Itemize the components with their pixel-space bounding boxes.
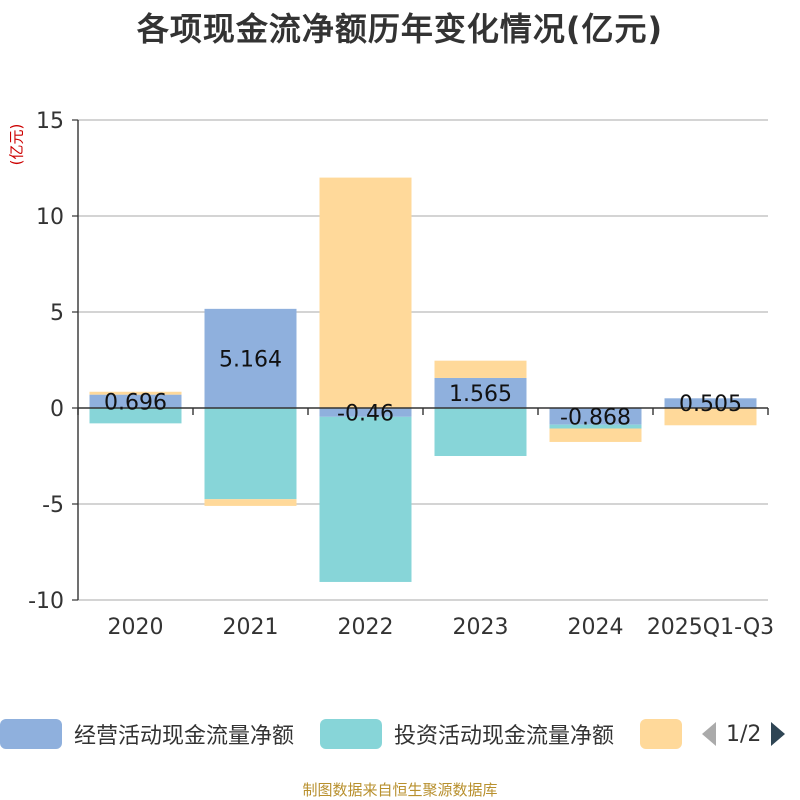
bar-investing bbox=[434, 408, 527, 456]
bar-operating bbox=[89, 394, 182, 408]
bar-investing bbox=[319, 416, 412, 582]
bar-operating bbox=[204, 308, 297, 408]
x-tick-label: 2023 bbox=[453, 615, 509, 640]
legend-label-operating: 经营活动现金流量净额 bbox=[74, 724, 295, 749]
label-layer: 0.696 5.164 -0.46 1.565 -0.868 0.505 bbox=[104, 347, 742, 430]
bar-operating bbox=[319, 408, 412, 417]
y-tick-label: -5 bbox=[42, 493, 64, 518]
x-tick-label: 2021 bbox=[223, 615, 279, 640]
y-tick-label: 0 bbox=[50, 397, 64, 422]
chart-title: 各项现金流净额历年变化情况(亿元) bbox=[136, 10, 664, 48]
y-tick-label: 10 bbox=[36, 205, 64, 230]
bar-investing bbox=[549, 424, 642, 429]
bar-financing bbox=[664, 408, 757, 426]
bar-financing bbox=[549, 428, 642, 442]
x-tick-label: 2020 bbox=[108, 615, 164, 640]
legend-page-indicator: 1/2 bbox=[726, 721, 762, 747]
y-tick-label: 5 bbox=[50, 301, 64, 326]
legend-swatch-investing bbox=[320, 719, 382, 749]
chart-plot: 15 10 5 0 -5 -10 2020 2021 2022 2023 2024 2025Q1-Q3… bbox=[28, 109, 774, 640]
bar-investing bbox=[89, 408, 182, 424]
data-label: 1.565 bbox=[449, 382, 512, 407]
source-note: 制图数据来自恒生聚源数据库 bbox=[302, 781, 498, 799]
bar-financing bbox=[204, 499, 297, 506]
legend-swatch-financing bbox=[640, 719, 682, 749]
legend-label-investing: 投资活动现金流量净额 bbox=[394, 724, 615, 749]
axis-layer: 15 10 5 0 -5 -10 2020 2021 2022 2023 2024 2025Q1-Q3 bbox=[28, 109, 774, 640]
bar-operating bbox=[664, 398, 757, 408]
grid-layer bbox=[78, 119, 768, 601]
data-label: 0.505 bbox=[679, 392, 742, 417]
x-tick-label: 2025Q1-Q3 bbox=[647, 615, 774, 640]
legend-item-investing[interactable]: 投资活动现金流量净额 bbox=[320, 716, 614, 752]
bar-operating bbox=[549, 408, 642, 425]
legend-item-operating[interactable]: 经营活动现金流量净额 bbox=[0, 716, 294, 752]
data-label: -0.868 bbox=[560, 405, 631, 430]
x-tick-label: 2022 bbox=[338, 615, 394, 640]
bar-investing bbox=[204, 408, 297, 500]
prev-page-icon[interactable] bbox=[698, 719, 720, 749]
data-label: 5.164 bbox=[219, 347, 282, 372]
bar-financing bbox=[89, 391, 182, 395]
y-tick-label: -10 bbox=[28, 589, 64, 614]
legend-pager: 1/2 bbox=[698, 716, 789, 752]
y-tick-label: 15 bbox=[36, 109, 64, 134]
bar-layer bbox=[89, 177, 757, 582]
bar-financing bbox=[434, 360, 527, 378]
next-page-icon[interactable] bbox=[767, 719, 789, 749]
legend-swatch-operating bbox=[0, 719, 62, 749]
data-label: 0.696 bbox=[104, 390, 167, 415]
x-tick-label: 2024 bbox=[568, 615, 624, 640]
data-label: -0.46 bbox=[337, 401, 394, 426]
bar-financing bbox=[319, 177, 412, 408]
bar-operating bbox=[434, 377, 527, 408]
legend-item-financing[interactable] bbox=[640, 716, 682, 752]
